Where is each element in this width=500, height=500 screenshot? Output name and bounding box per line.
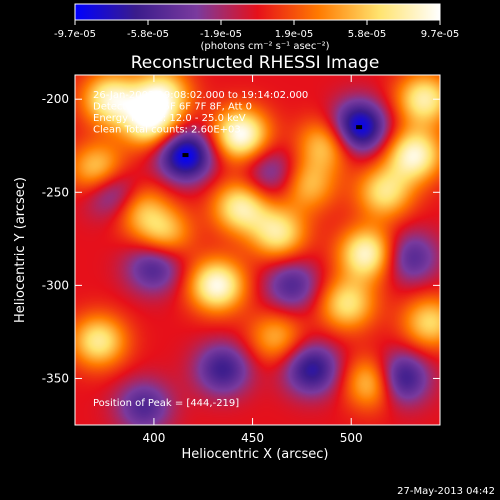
minimum-marker	[356, 125, 363, 130]
colorbar	[74, 3, 441, 21]
generated-timestamp: 27-May-2013 04:42	[397, 486, 495, 497]
colorbar-tick-label: 9.7e-05	[421, 29, 459, 40]
x-axis-title: Heliocentric X (arcsec)	[182, 447, 329, 462]
plot-area: 400 450 500 -200 -250 -300 -350	[42, 74, 441, 445]
annotation-line: Energy Range: 12.0 - 25.0 keV	[93, 113, 246, 124]
colorbar-tick-label: -1.9e-05	[200, 29, 242, 40]
minimum-marker	[182, 153, 189, 158]
colorbar-tick-label: -9.7e-05	[54, 29, 96, 40]
colorbar-tick-label: 5.8e-05	[348, 29, 386, 40]
heatmap-image	[75, 75, 440, 425]
x-tick-label: 450	[241, 431, 264, 445]
annotation-block: 26-Jan-2003 19:08:02.000 to 19:14:02.000…	[93, 90, 308, 136]
colorbar-ticks: -9.7e-05 -5.8e-05 -1.9e-05 1.9e-05 5.8e-05 9.…	[54, 20, 459, 40]
y-tick-label: -250	[42, 185, 69, 199]
extreme-markers	[182, 125, 363, 158]
colorbar-tick-label: 1.9e-05	[275, 29, 313, 40]
annotation-line: Clean Total counts: 2.60E+03	[93, 125, 241, 136]
plot-frame	[74, 74, 441, 426]
x-tick-label: 400	[142, 431, 165, 445]
annotation-line: 26-Jan-2003 19:08:02.000 to 19:14:02.000	[93, 90, 308, 101]
y-tick-label: -200	[42, 92, 69, 106]
axis-ticks: 400 450 500 -200 -250 -300 -350	[42, 75, 440, 445]
x-tick-label: 500	[340, 431, 363, 445]
colorbar-tick-label: -5.8e-05	[127, 29, 169, 40]
colorbar-unit-label: (photons cm⁻² s⁻¹ asec⁻²)	[200, 41, 329, 52]
chart-title: Reconstructed RHESSI Image	[131, 53, 380, 73]
annotation-line: Detectors: 4F 5F 6F 7F 8F, Att 0	[93, 102, 252, 113]
y-tick-label: -350	[42, 371, 69, 385]
peak-position-label: Position of Peak = [444,-219]	[93, 398, 239, 409]
y-axis-title: Heliocentric Y (arcsec)	[13, 177, 28, 323]
y-tick-label: -300	[42, 278, 69, 292]
